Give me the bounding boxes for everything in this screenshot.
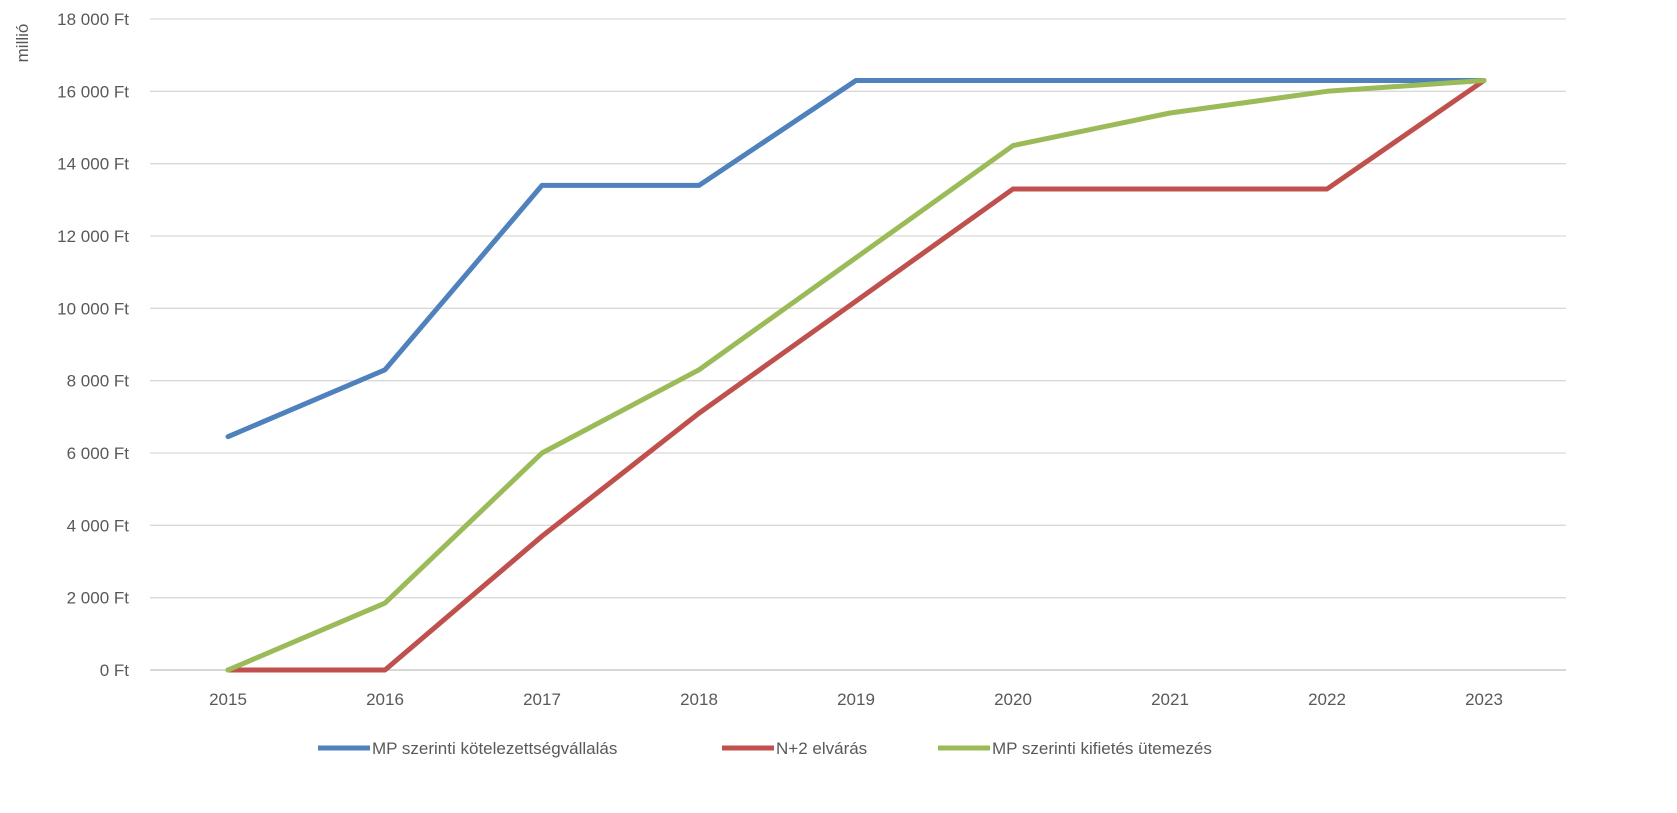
y-tick-label: 14 000 Ft [57,155,129,174]
legend-label: MP szerinti kötelezettségvállalás [372,739,617,758]
y-axis-label: millió [13,24,32,63]
x-tick-label: 2020 [994,690,1032,709]
series-line-3 [225,78,1487,673]
y-tick-label: 12 000 Ft [57,227,129,246]
series-lines [225,78,1487,673]
x-tick-label: 2021 [1151,690,1189,709]
x-tick-label: 2015 [209,690,247,709]
legend: MP szerinti kötelezettségvállalás N+2 elv… [318,739,1212,758]
x-tick-label: 2017 [523,690,561,709]
legend-label: MP szerinti kifietés ütemezés [992,739,1212,758]
y-tick-label: 18 000 Ft [57,10,129,29]
x-tick-label: 2023 [1465,690,1503,709]
x-tick-label: 2019 [837,690,875,709]
y-tick-label: 6 000 Ft [67,444,130,463]
x-tick-label: 2016 [366,690,404,709]
y-tick-label: 16 000 Ft [57,82,129,101]
legend-label: N+2 elvárás [776,739,867,758]
x-axis-ticks: 2015 2016 2017 2018 2019 2020 2021 2022 2023 [209,690,1503,709]
series-line-2 [225,78,1487,673]
x-tick-label: 2018 [680,690,718,709]
gridlines [150,18,1566,671]
y-tick-label: 0 Ft [100,661,130,680]
x-tick-label: 2022 [1308,690,1346,709]
y-tick-label: 2 000 Ft [67,589,130,608]
y-tick-label: 8 000 Ft [67,372,130,391]
y-tick-label: 10 000 Ft [57,299,129,318]
series-line-1 [225,78,1487,440]
y-tick-label: 4 000 Ft [67,516,130,535]
y-axis-ticks: 0 Ft 2 000 Ft 4 000 Ft 6 000 Ft 8 000 Ft 10 0… [57,10,129,680]
